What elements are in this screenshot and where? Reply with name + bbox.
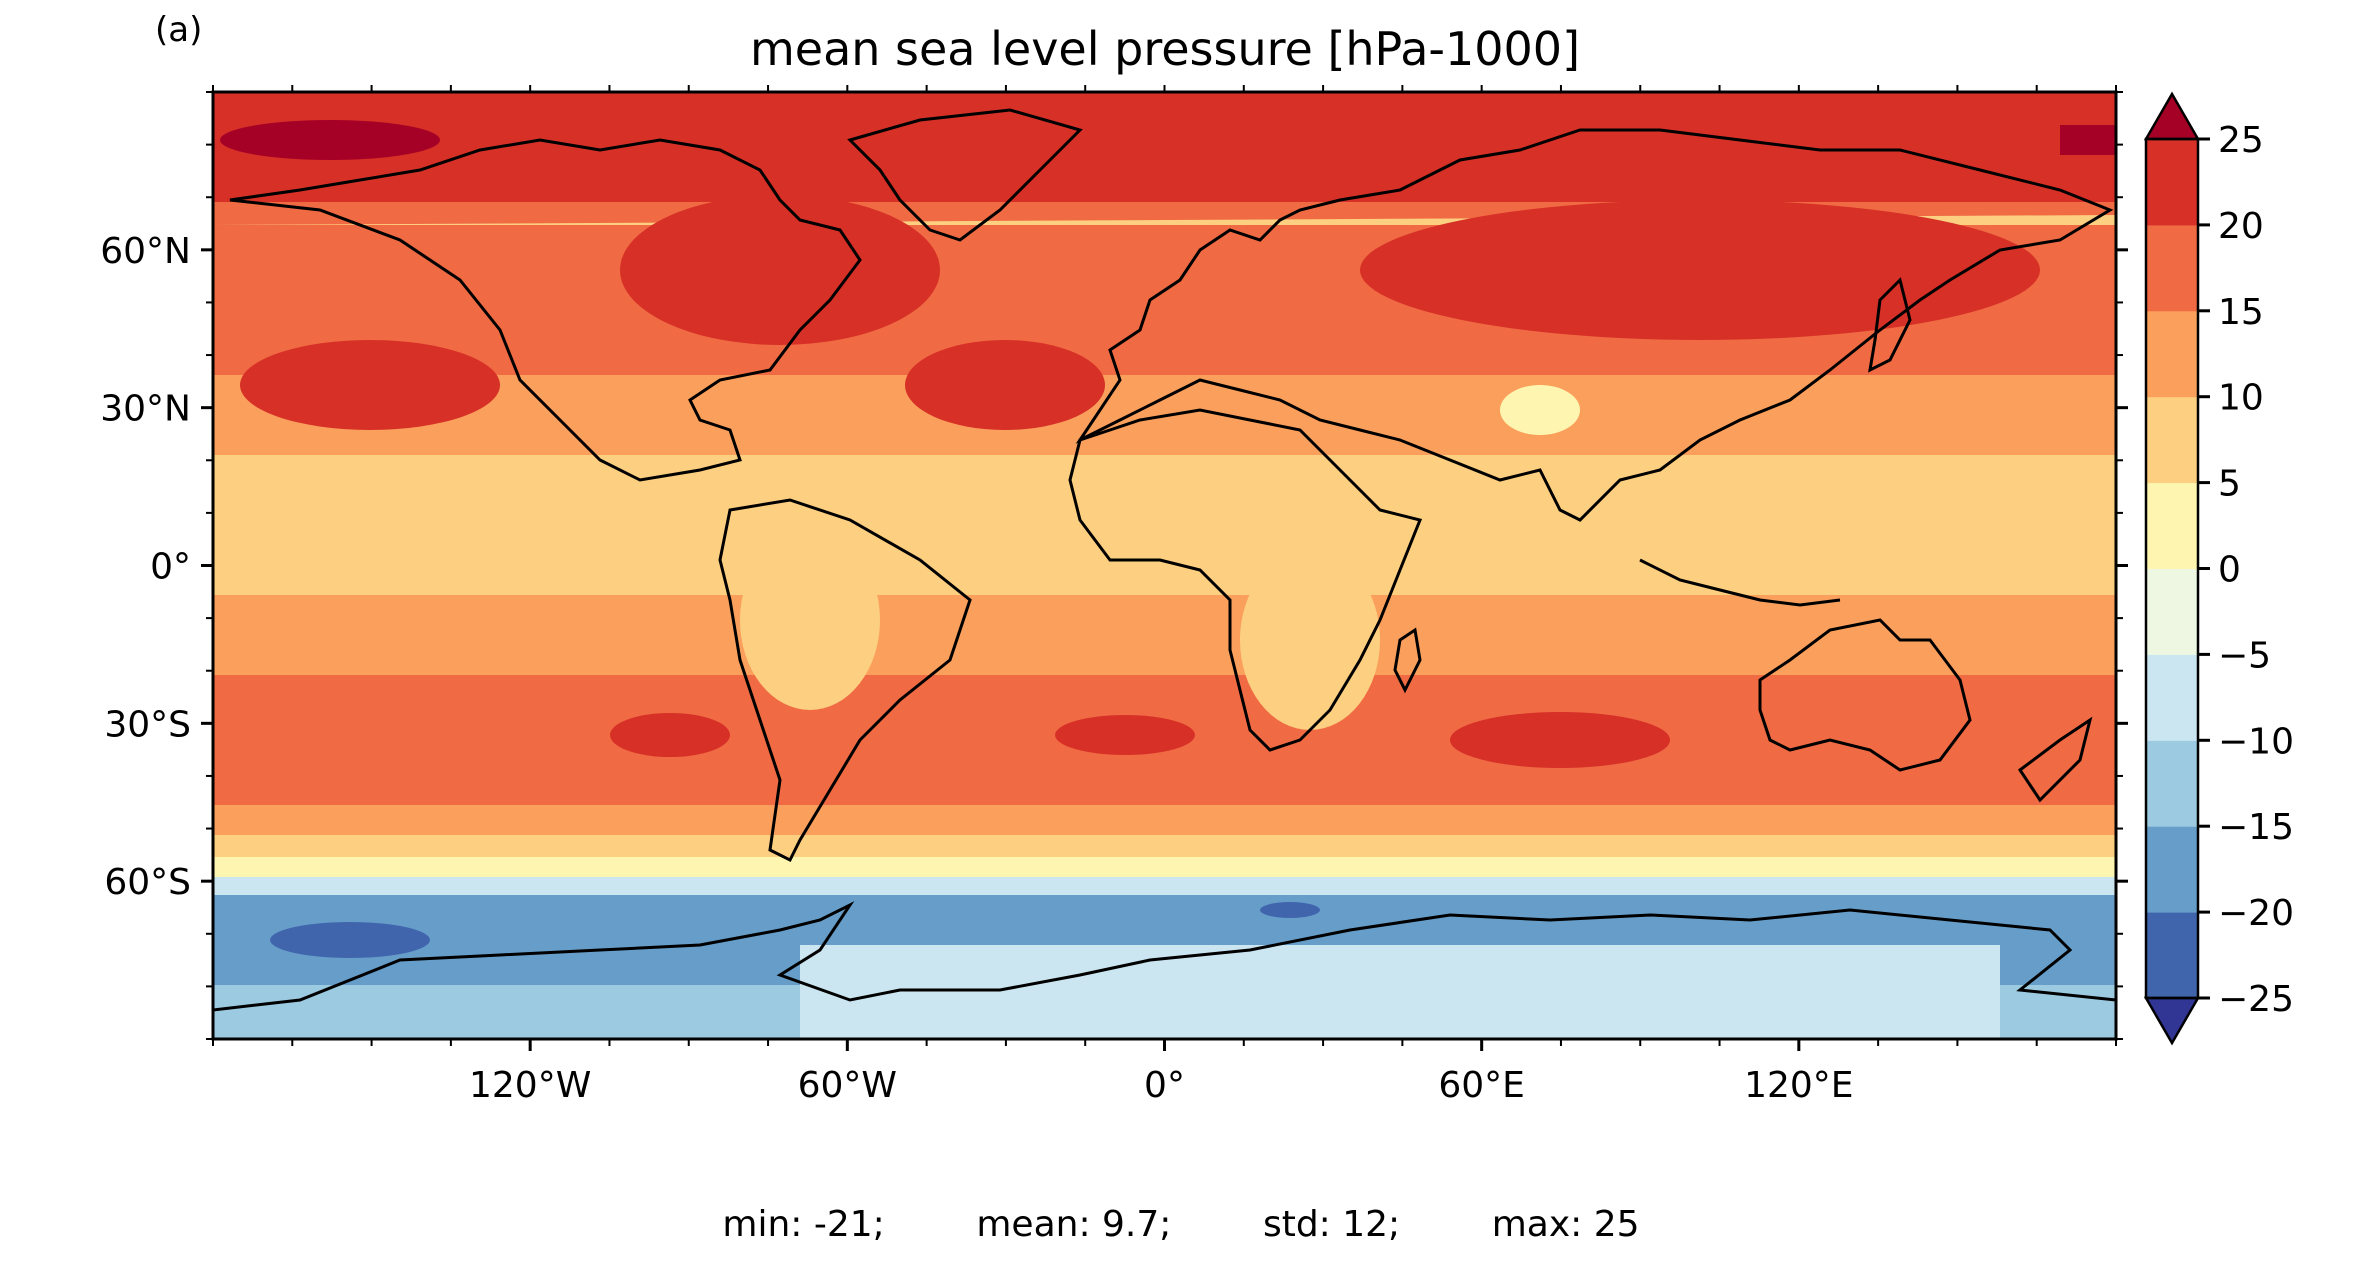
colorbar-segment [2146, 740, 2198, 827]
colorbar-segment [2146, 568, 2198, 655]
y-tick-label: 0° [150, 547, 191, 588]
statistics-line: min: -21; mean: 9.7; std: 12; max: 25 [0, 1204, 2362, 1245]
stat-std: std: 12; [1262, 1204, 1401, 1245]
panel-label: (a) [155, 10, 203, 50]
colorbar-segment [2146, 310, 2198, 398]
colorbar-segment [2146, 139, 2198, 226]
colorbar-tick-label: −25 [2218, 979, 2294, 1020]
x-axis: 120°W 60°W 0° 60°E 120°E [212, 85, 2117, 1106]
colorbar-tick-label: −15 [2218, 807, 2294, 848]
y-tick-label: 30°N [100, 389, 191, 430]
colorbar-segment [2146, 654, 2198, 741]
y-tick-label: 60°S [104, 862, 191, 903]
colorbar-tick-label: 0 [2218, 550, 2241, 591]
colorbar-segment [2146, 482, 2198, 569]
x-tick-label: 0° [1144, 1065, 1185, 1106]
x-tick-label: 120°W [469, 1065, 591, 1106]
colorbar-tick-label: 15 [2218, 292, 2264, 333]
colorbar-segment [2146, 912, 2198, 999]
colorbar-tick-label: −5 [2218, 635, 2271, 676]
colorbar-tick-label: −10 [2218, 721, 2294, 762]
stat-mean: mean: 9.7; [976, 1204, 1172, 1245]
coastlines [213, 108, 2116, 1012]
colorbar-tick-label: 5 [2218, 464, 2241, 505]
colorbar-tick-label: 20 [2218, 206, 2264, 247]
colorbar-segment [2146, 826, 2198, 913]
pressure-field [213, 92, 2116, 1039]
colorbar-segment [2146, 224, 2198, 312]
stat-min: min: -21; [722, 1204, 885, 1245]
y-tick-label: 60°N [100, 231, 191, 272]
x-tick-label: 120°E [1744, 1065, 1853, 1106]
colorbar-tick-label: −20 [2218, 893, 2294, 934]
colorbar: −25 −20 −15 −10 −5 0 5 10 15 20 25 [2143, 91, 2294, 1046]
x-tick-label: 60°E [1438, 1065, 1525, 1106]
colorbar-segment [2146, 396, 2198, 484]
x-tick-label: 60°W [798, 1065, 897, 1106]
colorbar-over-triangle [2143, 91, 2201, 141]
colorbar-tick-label: 25 [2218, 120, 2264, 161]
y-axis: 60°N 30°N 0° 30°S 60°S [100, 91, 2128, 1040]
colorbar-under-triangle [2143, 996, 2201, 1046]
stat-max: max: 25 [1491, 1204, 1640, 1245]
colorbar-tick-label: 10 [2218, 378, 2264, 419]
map-title: mean sea level pressure [hPa-1000] [749, 22, 1581, 76]
y-tick-label: 30°S [104, 704, 191, 745]
